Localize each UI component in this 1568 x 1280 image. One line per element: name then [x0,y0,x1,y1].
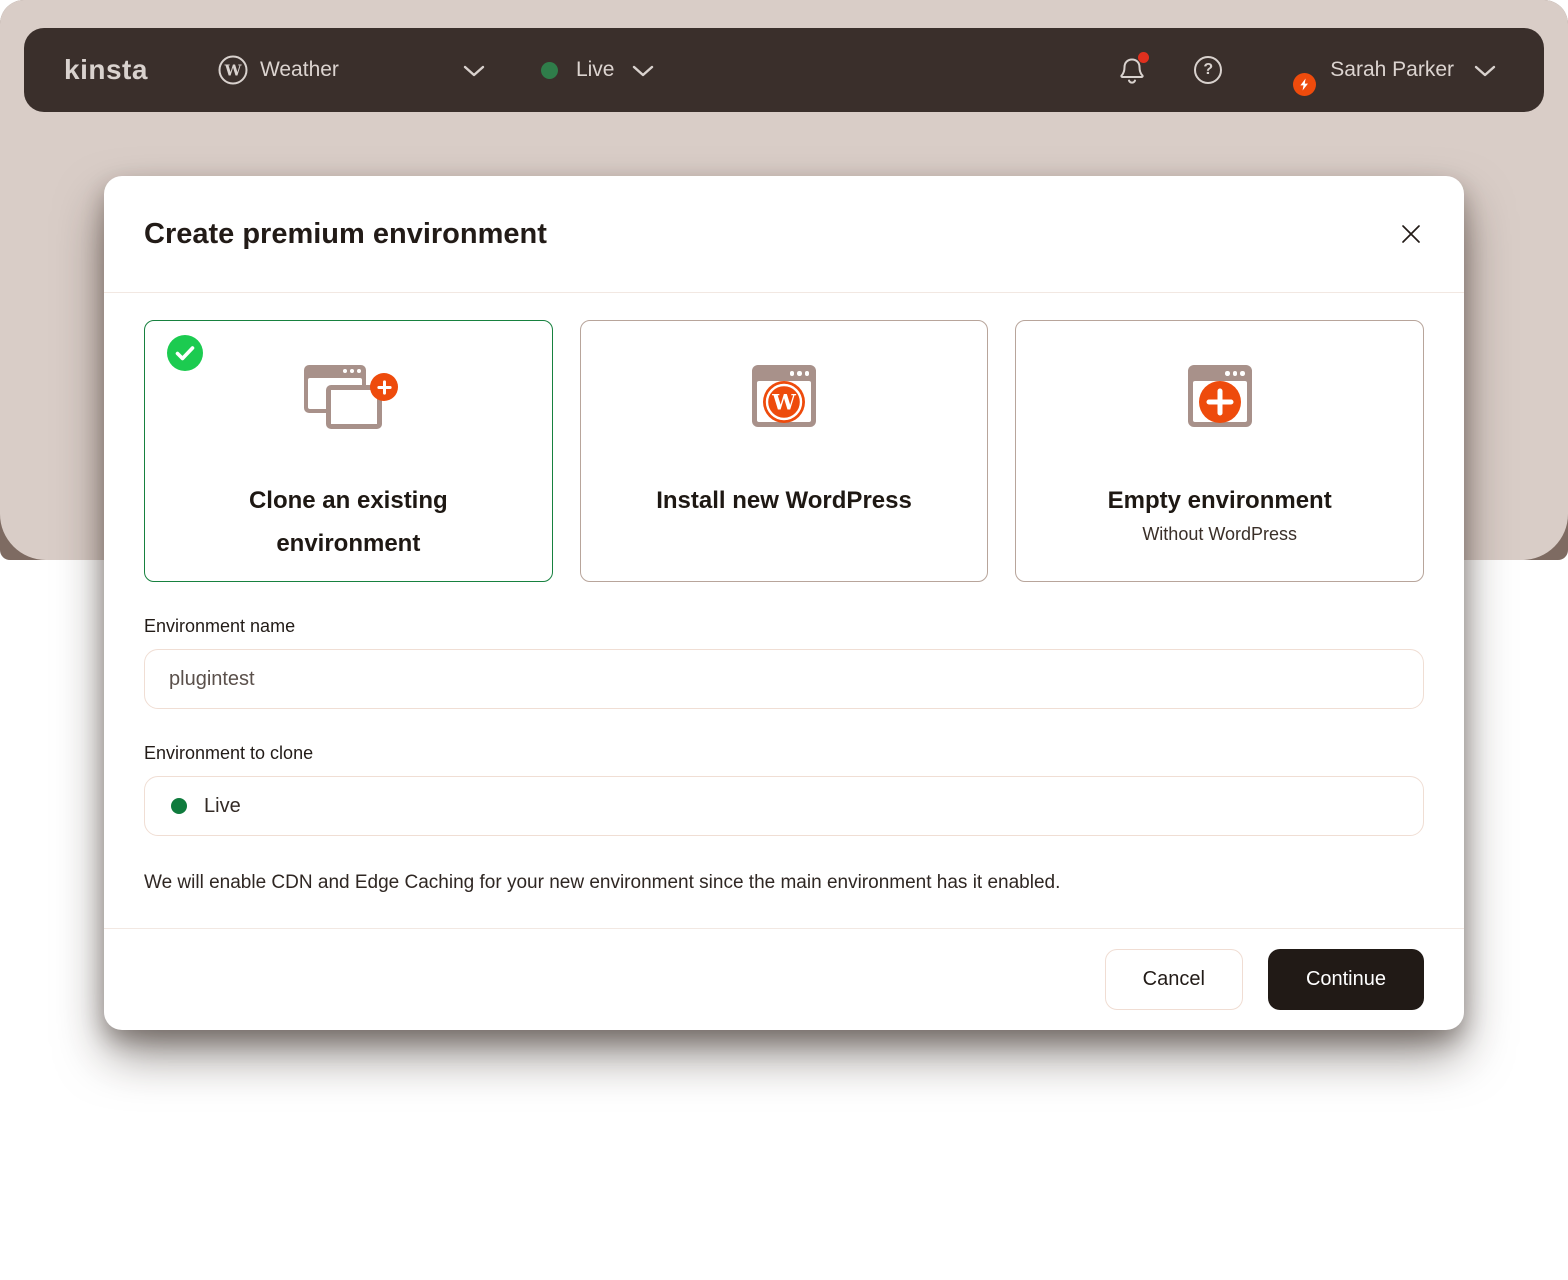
top-navbar: kinsta W Weather Live ? [24,28,1544,112]
environment-selector-label[interactable]: Live [575,58,615,81]
plus-icon [1198,380,1241,423]
empty-environment-icon [1187,365,1252,429]
selected-environment: Live [204,794,241,817]
environment-to-clone-label: Environment to clone [144,743,314,763]
option-card-install-wordpress[interactable]: W Install new WordPress [579,320,989,582]
site-selector-label[interactable]: Weather [259,58,339,81]
environment-name-label: Environment name [144,616,296,636]
user-avatar[interactable] [1266,47,1317,96]
cdn-info-text: We will enable CDN and Edge Caching for … [144,872,1061,893]
option-title: Clone an existing environment [248,487,448,558]
live-status-dot [171,798,187,814]
modal-title: Create premium environment [144,217,547,250]
wordpress-window-icon: W [752,365,816,429]
environment-type-options: Clone an existing environment [144,320,1425,582]
environment-to-clone-select[interactable]: Live [144,776,1424,836]
environment-name-input[interactable] [144,649,1424,709]
notifications-bell-icon[interactable] [1118,52,1150,85]
chevron-down-icon[interactable] [632,64,654,77]
modal-footer: Cancel Continue [104,928,1464,1030]
user-name[interactable]: Sarah Parker [1330,58,1454,81]
environment-status-dot [540,61,558,79]
option-card-clone-existing[interactable]: Clone an existing environment [144,320,553,582]
lightning-badge-icon [1293,73,1317,96]
navbar-right-group: ? Sarah Parker [1118,47,1496,96]
kinsta-logo: kinsta [64,54,148,85]
notification-badge [1138,52,1150,63]
chevron-down-icon[interactable] [463,64,485,77]
plus-icon [370,373,399,401]
wordpress-icon: W [218,55,248,85]
modal-body: Clone an existing environment [104,320,1464,894]
continue-button[interactable]: Continue [1267,949,1424,1010]
close-icon[interactable] [1398,221,1424,247]
selected-check-icon [167,335,203,371]
option-subtitle: Without WordPress [1142,524,1298,545]
help-icon[interactable]: ? [1194,56,1223,84]
option-card-empty-environment[interactable]: Empty environment Without WordPress [1015,320,1425,582]
option-title: Install new WordPress [656,487,912,514]
svg-text:W: W [771,389,796,414]
cancel-button[interactable]: Cancel [1104,949,1243,1010]
create-environment-modal: Create premium environment [104,176,1464,1030]
option-title: Empty environment [1107,487,1332,514]
modal-header: Create premium environment [104,176,1464,293]
svg-text:W: W [224,62,243,80]
clone-environment-icon [304,365,399,429]
chevron-down-icon[interactable] [1474,64,1496,77]
